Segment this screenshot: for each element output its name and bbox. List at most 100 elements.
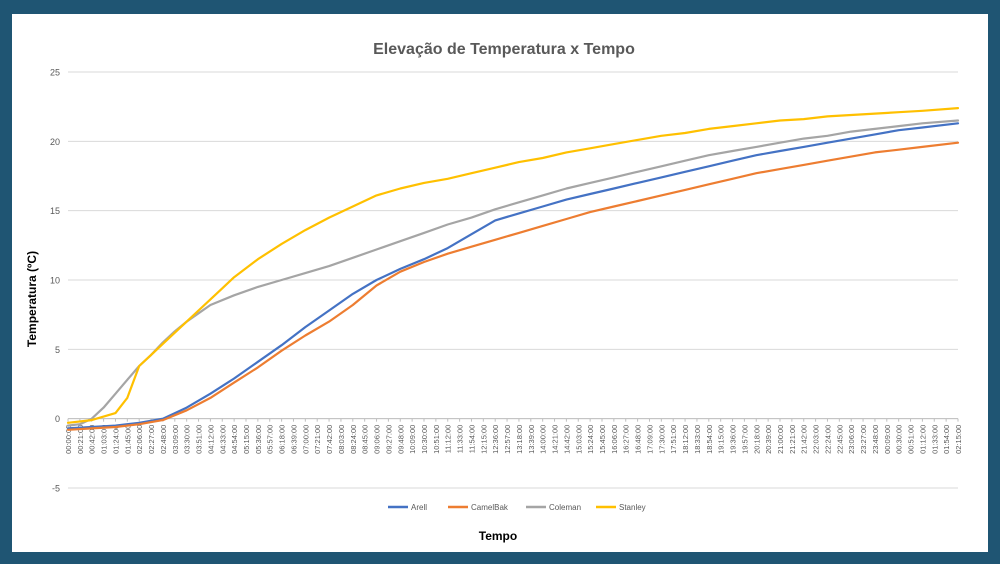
x-tick-label: 22:24:00	[823, 425, 832, 454]
legend-label: CamelBak	[471, 503, 509, 512]
x-tick-label: 14:21:00	[551, 425, 560, 454]
x-tick-label: 05:57:00	[266, 425, 275, 454]
x-tick-label: 09:48:00	[396, 425, 405, 454]
x-tick-label: 07:21:00	[313, 425, 322, 454]
x-tick-label: 06:18:00	[278, 425, 287, 454]
x-tick-label: 07:42:00	[325, 425, 334, 454]
x-tick-label: 00:09:00	[883, 425, 892, 454]
legend-label: Stanley	[619, 503, 646, 512]
x-tick-label: 20:39:00	[764, 425, 773, 454]
y-axis-label: Temperatura (ºC)	[25, 251, 39, 347]
series-lines	[66, 106, 960, 431]
x-tick-label: 13:18:00	[515, 425, 524, 454]
x-tick-label: 08:24:00	[349, 425, 358, 454]
x-tick-label: 01:03:00	[100, 425, 109, 454]
x-tick-label: 04:33:00	[218, 425, 227, 454]
x-tick-label: 12:36:00	[491, 425, 500, 454]
x-tick-label: 23:06:00	[847, 425, 856, 454]
series-line-camelbak	[66, 141, 960, 431]
x-tick-label: 02:06:00	[135, 425, 144, 454]
x-tick-label: 19:36:00	[729, 425, 738, 454]
x-tick-label: 00:51:00	[907, 425, 916, 454]
x-tick-label: 04:54:00	[230, 425, 239, 454]
x-tick-label: 21:21:00	[788, 425, 797, 454]
series-line-stanley	[66, 106, 960, 424]
x-tick-label: 23:27:00	[859, 425, 868, 454]
legend: Arell CamelBak Coleman Stanley	[388, 503, 646, 512]
x-tick-label: 08:45:00	[361, 425, 370, 454]
series-line-coleman	[66, 119, 960, 427]
x-axis-ticks: 00:00:00 00:21:00 00:42:00 01:03:00 01:24:00…	[64, 418, 963, 454]
x-tick-label: 10:09:00	[408, 425, 417, 454]
x-tick-label: 05:36:00	[254, 425, 263, 454]
x-tick-label: 07:00:00	[301, 425, 310, 454]
x-tick-label: 17:09:00	[645, 425, 654, 454]
y-tick-label: 0	[55, 414, 60, 424]
y-tick-label: 5	[55, 345, 60, 355]
x-tick-label: 00:30:00	[895, 425, 904, 454]
x-tick-label: 22:45:00	[835, 425, 844, 454]
x-tick-label: 06:39:00	[289, 425, 298, 454]
x-tick-label: 12:15:00	[479, 425, 488, 454]
x-tick-label: 15:03:00	[574, 425, 583, 454]
y-tick-label: -5	[52, 484, 60, 494]
line-chart: Elevação de Temperatura x Tempo -5 0 5 10 15…	[25, 41, 963, 543]
x-tick-label: 10:30:00	[420, 425, 429, 454]
y-tick-label: 20	[50, 137, 60, 147]
gridlines	[68, 71, 958, 489]
legend-label: Arell	[411, 503, 427, 512]
y-axis-ticks: -5 0 5 10 15 20 25	[50, 68, 60, 494]
x-tick-label: 01:33:00	[930, 425, 939, 454]
y-tick-label: 15	[50, 206, 60, 216]
x-tick-label: 18:12:00	[681, 425, 690, 454]
series-line-arell	[66, 122, 960, 430]
x-tick-label: 01:45:00	[123, 425, 132, 454]
legend-item-stanley: Stanley	[596, 503, 646, 512]
legend-item-arell: Arell	[388, 503, 427, 512]
x-tick-label: 03:09:00	[171, 425, 180, 454]
x-tick-label: 11:12:00	[444, 425, 453, 454]
y-tick-label: 10	[50, 276, 60, 286]
y-tick-label: 25	[50, 68, 60, 78]
x-tick-label: 01:24:00	[111, 425, 120, 454]
x-tick-label: 16:06:00	[610, 425, 619, 454]
x-tick-label: 17:51:00	[669, 425, 678, 454]
x-tick-label: 15:45:00	[598, 425, 607, 454]
x-tick-label: 14:00:00	[539, 425, 548, 454]
chart-title: Elevação de Temperatura x Tempo	[373, 41, 635, 58]
x-tick-label: 02:27:00	[147, 425, 156, 454]
x-tick-label: 12:57:00	[503, 425, 512, 454]
x-tick-label: 21:00:00	[776, 425, 785, 454]
legend-item-camelbak: CamelBak	[448, 503, 509, 512]
legend-item-coleman: Coleman	[526, 503, 581, 512]
x-tick-label: 09:27:00	[384, 425, 393, 454]
x-tick-label: 09:06:00	[373, 425, 382, 454]
x-tick-label: 04:12:00	[206, 425, 215, 454]
x-tick-label: 10:51:00	[432, 425, 441, 454]
x-tick-label: 16:48:00	[634, 425, 643, 454]
x-tick-label: 19:15:00	[717, 425, 726, 454]
x-tick-label: 17:30:00	[657, 425, 666, 454]
x-tick-label: 18:54:00	[705, 425, 714, 454]
x-tick-label: 15:24:00	[586, 425, 595, 454]
x-tick-label: 01:12:00	[918, 425, 927, 454]
chart-panel: Elevação de Temperatura x Tempo -5 0 5 10 15…	[12, 14, 988, 552]
x-tick-label: 00:21:00	[76, 425, 85, 454]
legend-label: Coleman	[549, 503, 581, 512]
x-tick-label: 03:30:00	[183, 425, 192, 454]
x-tick-label: 00:42:00	[88, 425, 97, 454]
x-tick-label: 14:42:00	[562, 425, 571, 454]
x-tick-label: 01:54:00	[942, 425, 951, 454]
x-tick-label: 08:03:00	[337, 425, 346, 454]
x-tick-label: 00:00:00	[64, 425, 73, 454]
x-tick-label: 11:33:00	[456, 425, 465, 454]
x-tick-label: 03:51:00	[195, 425, 204, 454]
x-tick-label: 16:27:00	[622, 425, 631, 454]
x-tick-label: 19:57:00	[740, 425, 749, 454]
x-tick-label: 02:48:00	[159, 425, 168, 454]
x-tick-label: 02:15:00	[954, 425, 963, 454]
x-tick-label: 22:03:00	[812, 425, 821, 454]
x-tick-label: 23:48:00	[871, 425, 880, 454]
x-tick-label: 11:54:00	[467, 425, 476, 454]
x-tick-label: 21:42:00	[800, 425, 809, 454]
